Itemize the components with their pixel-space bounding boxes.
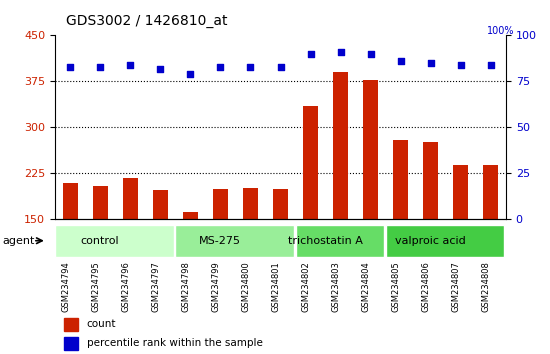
Text: GSM234800: GSM234800 [241,261,250,312]
Text: percentile rank within the sample: percentile rank within the sample [86,338,262,348]
Text: 100%: 100% [487,25,514,36]
Text: GSM234807: GSM234807 [452,261,461,312]
Point [126,62,135,68]
Bar [183,211,198,219]
Text: GSM234803: GSM234803 [332,261,340,312]
Text: GSM234796: GSM234796 [121,261,130,312]
FancyBboxPatch shape [386,225,504,257]
Bar [333,72,348,219]
Point [366,51,375,57]
Bar [64,318,78,331]
Bar [64,337,78,350]
Point [156,66,164,72]
Text: agent: agent [3,236,35,246]
Bar [453,165,469,219]
Bar [63,183,78,219]
FancyBboxPatch shape [55,225,174,257]
Point [186,71,195,77]
FancyBboxPatch shape [295,225,384,257]
Point [306,51,315,57]
Bar [303,106,318,219]
Text: GSM234797: GSM234797 [151,261,160,312]
Text: trichostatin A: trichostatin A [288,236,363,246]
Text: GSM234798: GSM234798 [182,261,190,312]
Bar [123,178,138,219]
Bar [213,189,228,219]
Point [336,49,345,55]
Point [456,62,465,68]
Text: GSM234802: GSM234802 [301,261,311,312]
Text: count: count [86,319,116,329]
Point [246,64,255,69]
Bar [243,188,258,219]
Text: GSM234804: GSM234804 [362,261,371,312]
Point [426,60,435,66]
Text: GSM234805: GSM234805 [392,261,401,312]
Text: GSM234799: GSM234799 [211,261,221,312]
Bar [92,186,108,219]
Bar [424,142,438,219]
Text: GSM234795: GSM234795 [91,261,100,312]
FancyBboxPatch shape [175,225,294,257]
Bar [483,165,498,219]
Point [216,64,225,69]
Text: GSM234794: GSM234794 [61,261,70,312]
Point [276,64,285,69]
Text: GSM234806: GSM234806 [422,261,431,312]
Text: GSM234801: GSM234801 [272,261,280,312]
Text: GSM234808: GSM234808 [482,261,491,312]
Bar [273,189,288,219]
Bar [393,140,408,219]
Bar [153,190,168,219]
Point [397,58,405,64]
Text: MS-275: MS-275 [199,236,241,246]
Point [487,62,496,68]
Bar [363,80,378,219]
Text: control: control [81,236,119,246]
Text: valproic acid: valproic acid [395,236,466,246]
Point [96,64,104,69]
Point [65,64,74,69]
Text: GDS3002 / 1426810_at: GDS3002 / 1426810_at [66,14,228,28]
